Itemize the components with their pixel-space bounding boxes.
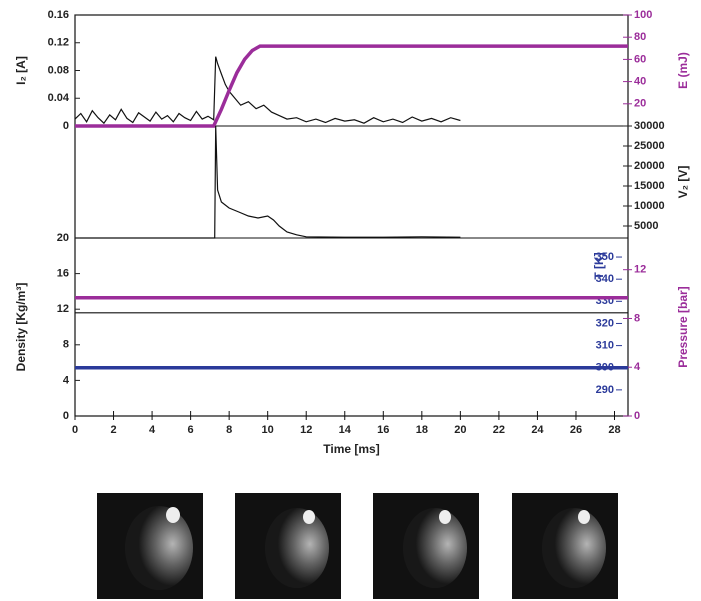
y-tick-label: 20000 (634, 160, 665, 172)
y-tick-label: 310 (596, 340, 614, 352)
data-line (75, 44, 628, 128)
y-tick-label: 340 (596, 273, 614, 285)
y-tick-label: 0 (63, 120, 69, 132)
axis-title: Pressure [bar] (676, 286, 690, 367)
y-tick-label: 30000 (634, 120, 665, 132)
x-axis-title: Time [ms] (323, 442, 379, 456)
y-tick-label: 100 (634, 9, 652, 21)
y-tick-label: 350 (596, 251, 614, 263)
x-tick-label: 2 (110, 424, 116, 436)
x-tick-label: 14 (339, 424, 352, 436)
photo-strip (97, 493, 618, 599)
photo (512, 493, 618, 599)
y-tick-label: 4 (63, 374, 70, 386)
y-tick-label: 0 (634, 410, 640, 422)
data-line (75, 125, 461, 239)
x-tick-label: 28 (608, 424, 620, 436)
y-tick-label: 320 (596, 317, 614, 329)
y-tick-label: 60 (634, 53, 646, 65)
y-tick-label: 290 (596, 384, 614, 396)
y-tick-label: 0.12 (48, 37, 69, 49)
y-tick-label: 8 (634, 312, 640, 324)
y-tick-label: 8 (63, 339, 69, 351)
y-tick-label: 10000 (634, 200, 665, 212)
y-tick-label: 20 (57, 232, 69, 244)
x-tick-label: 10 (262, 424, 274, 436)
y-tick-label: 12 (57, 303, 69, 315)
x-tick-label: 8 (226, 424, 232, 436)
x-tick-label: 24 (531, 424, 544, 436)
x-tick-label: 22 (493, 424, 505, 436)
y-tick-label: 80 (634, 31, 646, 43)
axis-title: T [K] (592, 252, 606, 279)
x-tick-label: 4 (149, 424, 156, 436)
photo (97, 493, 203, 599)
x-tick-label: 18 (416, 424, 428, 436)
y-tick-label: 0.08 (48, 64, 69, 76)
axis-title: V₂ [V] (676, 166, 690, 199)
x-tick-label: 12 (300, 424, 312, 436)
axis-title: Density [Kg/m³] (14, 283, 28, 372)
photo (373, 493, 479, 599)
data-line (74, 56, 461, 125)
y-tick-label: 4 (634, 361, 641, 373)
y-tick-label: 0.16 (48, 9, 69, 21)
y-tick-label: 5000 (634, 220, 658, 232)
x-tick-label: 26 (570, 424, 582, 436)
y-tick-label: 12 (634, 264, 646, 276)
axis-title: I₂ [A] (14, 56, 28, 85)
y-tick-label: 0.04 (48, 92, 70, 104)
y-tick-label: 0 (63, 410, 69, 422)
x-tick-label: 6 (188, 424, 194, 436)
y-tick-label: 40 (634, 76, 646, 88)
y-tick-label: 25000 (634, 140, 665, 152)
axis-title: E (mJ) (676, 52, 690, 89)
y-tick-label: 20 (634, 98, 646, 110)
photo (235, 493, 341, 599)
x-tick-label: 0 (72, 424, 78, 436)
plot-frame (74, 14, 629, 417)
x-tick-label: 20 (454, 424, 466, 436)
x-tick-label: 16 (377, 424, 389, 436)
y-tick-label: 15000 (634, 180, 665, 192)
y-tick-label: 16 (57, 268, 69, 280)
